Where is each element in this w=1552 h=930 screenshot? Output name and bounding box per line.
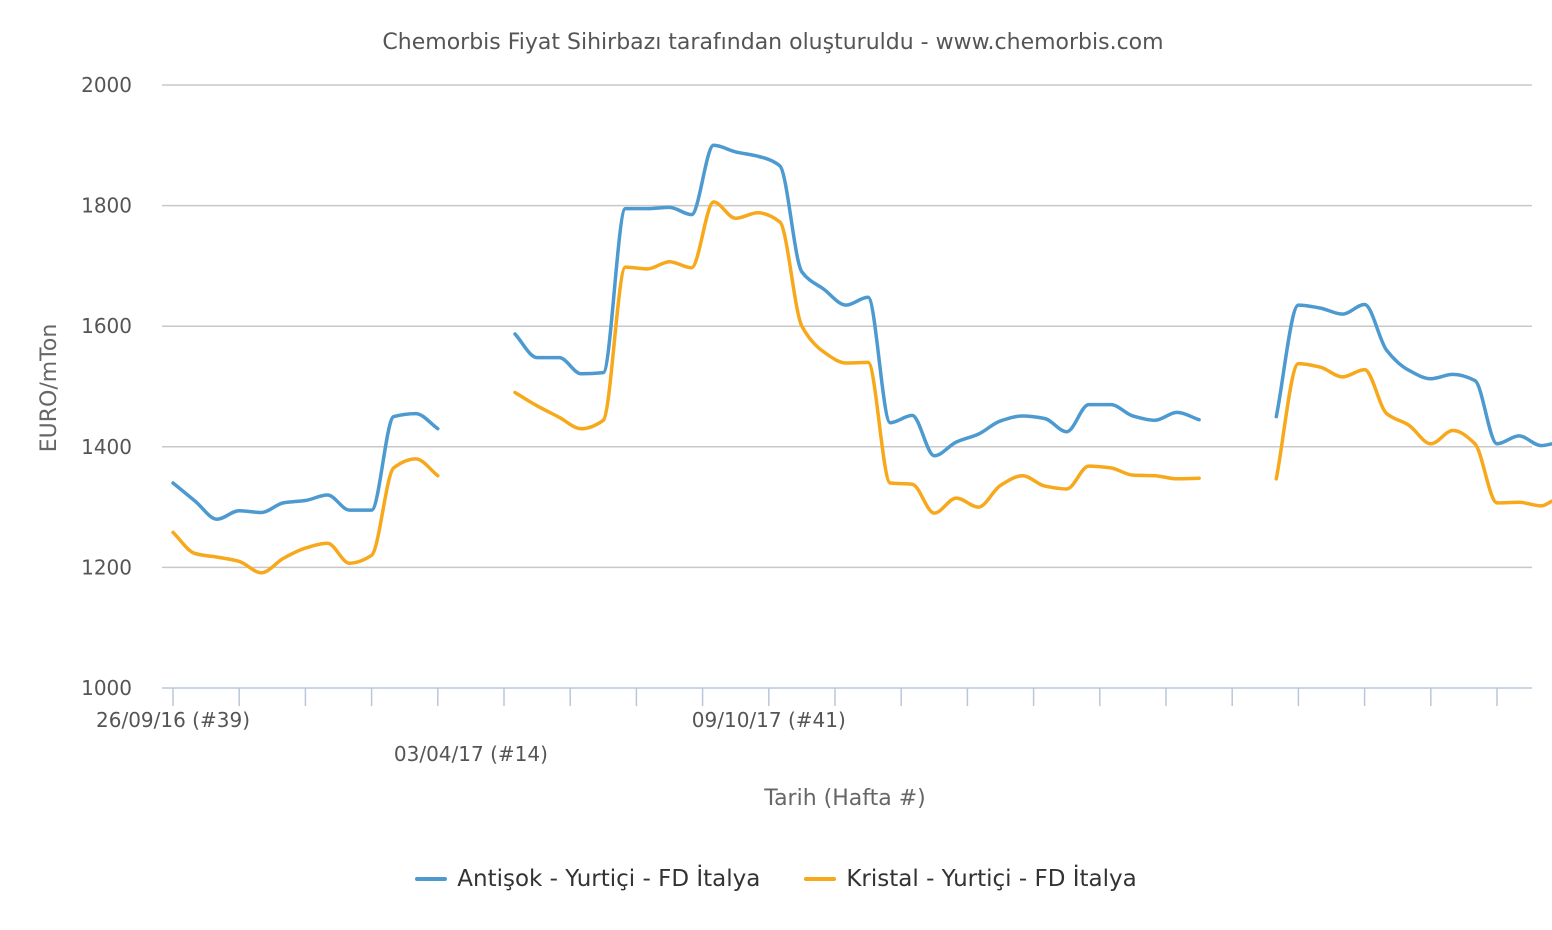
legend-item-antisok[interactable]: Antişok - Yurtiçi - FD İtalya (415, 866, 760, 892)
y-tick-label-1800: 1800 (81, 194, 132, 218)
y-axis-ticks: 1000 1200 1400 1600 1800 2000 (81, 73, 132, 700)
series-line-kristal-segment-2 (513, 200, 1201, 515)
series-line-antisok-segment-2 (513, 143, 1201, 458)
x-tick-label-2: 09/10/17 (#41) (692, 708, 846, 732)
series-line-antisok-segment-3 (1274, 302, 1552, 448)
legend-swatch-kristal (804, 877, 837, 881)
y-tick-label-1000: 1000 (81, 676, 132, 700)
x-axis (162, 687, 1532, 706)
y-tick-label-1200: 1200 (81, 555, 132, 579)
chart-title: Chemorbis Fiyat Sihirbazı tarafından olu… (382, 30, 1163, 55)
series-line-antisok-segment-1 (171, 411, 440, 521)
x-tick-label-1: 03/04/17 (#14) (394, 742, 548, 766)
x-axis-tick-labels: 26/09/16 (#39) 03/04/17 (#14) 09/10/17 (#4… (96, 708, 846, 766)
series-line-kristal-segment-3 (1274, 361, 1552, 508)
y-tick-label-1400: 1400 (81, 435, 132, 459)
y-tick-label-2000: 2000 (81, 73, 132, 97)
y-tick-label-1600: 1600 (81, 314, 132, 338)
x-axis-title: Tarih (Hafta #) (763, 786, 925, 811)
legend-label-antisok: Antişok - Yurtiçi - FD İtalya (457, 866, 761, 892)
gridlines (162, 84, 1532, 569)
legend: Antişok - Yurtiçi - FD İtalya Kristal - … (0, 866, 1552, 892)
x-tick-label-0: 26/09/16 (#39) (96, 708, 250, 732)
legend-swatch-antisok (415, 877, 448, 881)
legend-item-kristal[interactable]: Kristal - Yurtiçi - FD İtalya (804, 866, 1137, 892)
y-axis-title: EURO/mTon (37, 324, 62, 453)
series-lines (171, 143, 1552, 575)
series-line-kristal-segment-1 (171, 457, 440, 575)
legend-label-kristal: Kristal - Yurtiçi - FD İtalya (846, 866, 1137, 892)
